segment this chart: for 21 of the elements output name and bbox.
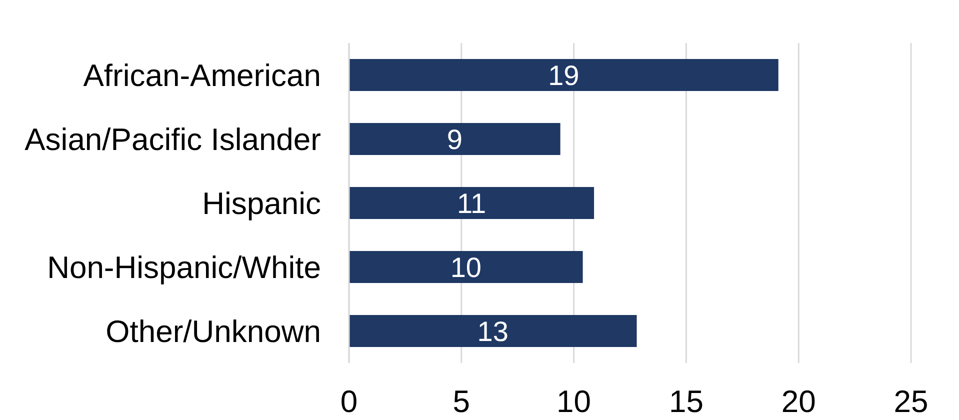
bar <box>349 315 637 347</box>
x-tick-label: 25 <box>894 384 928 420</box>
bar <box>349 123 560 155</box>
x-tick-label: 15 <box>668 384 704 420</box>
data-label: 10 <box>450 252 482 283</box>
x-tick-label: 20 <box>781 384 816 420</box>
y-tick-label: African-American <box>83 58 321 94</box>
data-label: 9 <box>446 124 462 155</box>
y-tick-label: Non-Hispanic/White <box>47 250 321 286</box>
data-label: 11 <box>456 188 486 219</box>
x-tick-label: 0 <box>340 384 358 420</box>
y-tick-label: Other/Unknown <box>106 314 321 350</box>
x-tick-label: 10 <box>556 384 592 420</box>
y-tick-label: Hispanic <box>202 186 321 222</box>
data-label: 13 <box>477 316 508 347</box>
x-tick-label: 5 <box>452 384 470 420</box>
bar <box>349 59 778 91</box>
data-label: 19 <box>548 60 580 91</box>
y-tick-label: Asian/Pacific Islander <box>24 122 321 158</box>
bar <box>349 251 583 283</box>
bar <box>349 187 594 219</box>
